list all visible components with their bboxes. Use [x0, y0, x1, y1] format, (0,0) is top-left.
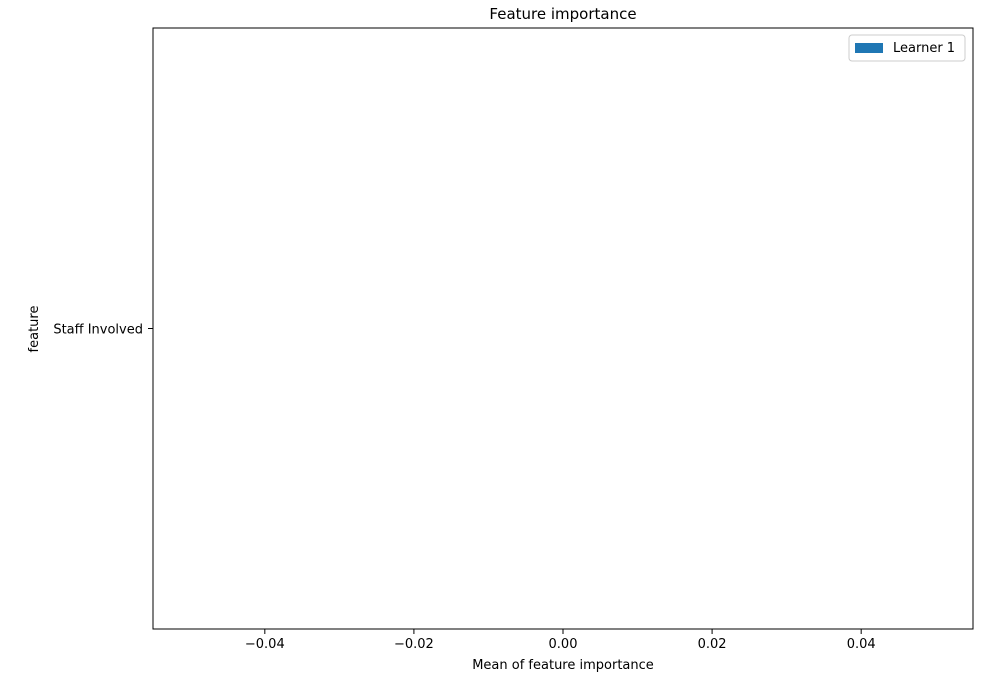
y-axis-label: feature — [27, 306, 42, 353]
x-tick-label: 0.04 — [847, 637, 876, 652]
legend-swatch-learner-1 — [855, 43, 883, 53]
y-tick-label: Staff Involved — [53, 323, 143, 338]
legend-label-learner-1: Learner 1 — [893, 41, 955, 56]
x-tick-label: −0.04 — [245, 637, 285, 652]
x-tick-label: −0.02 — [394, 637, 434, 652]
y-axis-ticks: Staff Involved — [53, 323, 153, 338]
chart-title: Feature importance — [489, 5, 636, 23]
legend-box — [848, 34, 966, 62]
plot-area — [153, 28, 973, 629]
x-tick-label: 0.00 — [549, 637, 578, 652]
x-tick-label: 0.02 — [698, 637, 727, 652]
legend: Learner 1 — [848, 34, 966, 62]
x-axis-ticks: −0.04 −0.02 0.00 0.02 0.04 — [245, 629, 876, 652]
x-axis-label: Mean of feature importance — [472, 658, 654, 673]
plot-frame — [152, 27, 974, 630]
